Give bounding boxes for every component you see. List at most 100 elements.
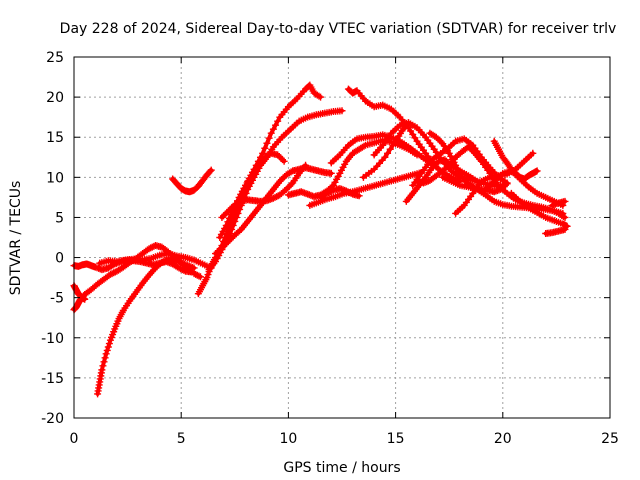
data-point — [432, 133, 440, 141]
data-point — [386, 145, 394, 153]
series-arc-z — [490, 137, 541, 183]
data-point — [225, 214, 233, 222]
data-point — [195, 272, 203, 280]
data-point — [190, 264, 198, 272]
data-point — [561, 225, 569, 233]
data-point — [98, 366, 106, 374]
data-point — [273, 193, 281, 201]
data-point — [161, 257, 169, 265]
data-point — [460, 175, 468, 183]
series-arc-f — [169, 166, 215, 196]
data-point — [223, 239, 231, 247]
data-point — [108, 270, 116, 278]
data-point — [269, 125, 277, 133]
y-tick-label: 0 — [55, 251, 64, 267]
y-tick-label: 5 — [55, 210, 64, 226]
data-point — [180, 260, 188, 268]
data-point — [437, 138, 445, 146]
data-point — [280, 157, 288, 165]
data-point — [218, 213, 226, 221]
data-point — [287, 168, 295, 176]
x-axis: 0 5 10 15 20 25 — [70, 57, 619, 447]
data-point — [224, 238, 232, 246]
data-point — [282, 185, 290, 193]
data-point — [275, 152, 283, 160]
data-point — [236, 198, 244, 206]
data-point — [285, 182, 293, 190]
data-point — [207, 166, 215, 174]
data-point — [277, 154, 285, 162]
data-point — [323, 189, 331, 197]
data-point — [226, 236, 234, 244]
data-point — [561, 213, 569, 221]
y-tick-label: -10 — [41, 331, 64, 347]
data-point — [228, 225, 236, 233]
y-tick-label: -5 — [50, 291, 64, 307]
series-arc-b — [70, 242, 204, 314]
data-point — [105, 340, 113, 348]
x-tick-label: 5 — [177, 431, 186, 447]
data-point — [206, 167, 214, 175]
data-point — [104, 343, 112, 351]
x-tick-label: 0 — [70, 431, 79, 447]
data-point — [559, 209, 567, 217]
data-point — [222, 221, 230, 229]
data-point — [148, 243, 156, 251]
x-axis-label: GPS time / hours — [283, 460, 400, 476]
data-point — [223, 209, 231, 217]
series-arc-n — [317, 185, 363, 201]
data-point — [431, 160, 439, 168]
data-point — [326, 188, 334, 196]
data-point — [355, 192, 363, 200]
data-markers — [70, 81, 571, 398]
x-tick-label: 20 — [494, 431, 512, 447]
plot-frame — [73, 56, 611, 419]
data-point — [231, 201, 239, 209]
data-point — [236, 227, 244, 235]
data-point — [328, 187, 336, 195]
data-point — [265, 134, 273, 142]
data-point — [466, 144, 474, 152]
data-point — [228, 234, 236, 242]
y-tick-label: -20 — [41, 411, 64, 427]
data-point — [231, 217, 239, 225]
data-point — [106, 270, 114, 278]
data-point — [276, 177, 284, 185]
data-point — [221, 210, 229, 218]
data-point — [179, 259, 187, 267]
data-point — [220, 242, 228, 250]
data-point — [338, 107, 346, 115]
data-point — [242, 189, 250, 197]
data-point — [160, 258, 168, 266]
data-point — [224, 207, 232, 215]
data-point — [430, 162, 438, 170]
data-point — [346, 189, 354, 197]
series-arc-aa — [507, 189, 571, 230]
series-arc-i — [212, 164, 335, 258]
data-point — [99, 362, 107, 370]
data-point — [234, 209, 242, 217]
data-point — [220, 212, 228, 220]
data-point — [274, 117, 282, 125]
data-point — [182, 261, 190, 269]
series-arc-j — [216, 149, 288, 241]
data-point — [381, 153, 389, 161]
data-point — [267, 129, 275, 137]
data-point — [342, 187, 350, 195]
data-point — [284, 184, 292, 192]
data-point — [271, 193, 279, 201]
data-point — [533, 167, 541, 175]
data-point — [224, 218, 232, 226]
data-point — [193, 271, 201, 279]
data-point — [196, 273, 204, 281]
y-tick-label: 25 — [46, 50, 64, 66]
data-point — [279, 156, 287, 164]
data-point — [344, 188, 352, 196]
data-point — [277, 176, 285, 184]
data-point — [226, 205, 234, 213]
data-point — [110, 269, 118, 277]
data-point — [259, 149, 267, 157]
y-axis-label: SDTVAR / TECUs — [8, 181, 24, 296]
data-point — [436, 136, 444, 144]
data-point — [218, 244, 226, 252]
